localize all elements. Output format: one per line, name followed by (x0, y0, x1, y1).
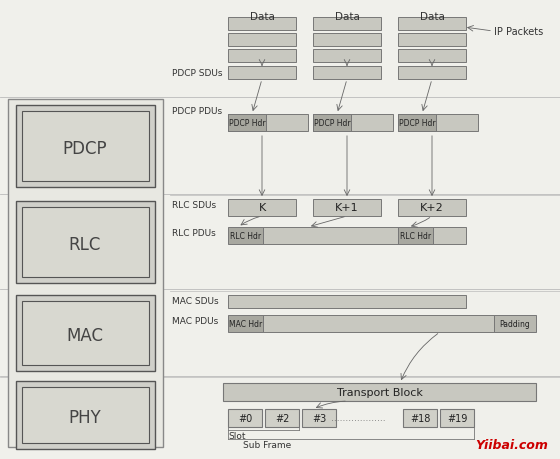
Bar (398, 50, 466, 63)
Text: RLC PDUs: RLC PDUs (172, 229, 216, 238)
Bar (313, 200, 381, 217)
Text: MAC SDUs: MAC SDUs (172, 297, 218, 306)
Bar (223, 383, 536, 401)
Bar (22, 207, 149, 277)
Bar (398, 115, 436, 132)
Bar (403, 409, 437, 427)
Text: K+2: K+2 (420, 203, 444, 213)
Bar (22, 302, 149, 365)
Text: Padding: Padding (500, 319, 530, 328)
Text: Slot: Slot (228, 431, 245, 440)
Text: Data: Data (334, 12, 360, 22)
Bar (398, 67, 466, 80)
Text: #0: #0 (238, 413, 252, 423)
Text: MAC Hdr: MAC Hdr (229, 319, 262, 328)
Text: #19: #19 (447, 413, 467, 423)
Bar (263, 315, 494, 332)
Text: PDCP Hdr: PDCP Hdr (228, 119, 265, 128)
Bar (228, 409, 262, 427)
Text: RLC: RLC (69, 235, 101, 253)
Bar (265, 409, 299, 427)
Text: Yiibai.com: Yiibai.com (475, 438, 548, 451)
Bar (8, 100, 163, 447)
Bar (16, 106, 155, 188)
Bar (398, 18, 466, 31)
Bar (228, 18, 296, 31)
Bar (228, 115, 308, 132)
Text: MAC PDUs: MAC PDUs (172, 317, 218, 326)
Bar (313, 115, 351, 132)
Text: RLC Hdr: RLC Hdr (230, 231, 261, 241)
Text: RLC Hdr: RLC Hdr (400, 231, 431, 241)
Text: #2: #2 (275, 413, 289, 423)
Bar (16, 381, 155, 449)
Bar (22, 387, 149, 443)
Bar (228, 295, 466, 308)
Bar (398, 228, 433, 245)
Bar (228, 67, 296, 80)
Text: Transport Block: Transport Block (337, 387, 422, 397)
Bar (313, 34, 381, 47)
Bar (398, 115, 478, 132)
Text: RLC SDUs: RLC SDUs (172, 201, 216, 210)
Text: K+1: K+1 (335, 203, 359, 213)
Bar (440, 409, 474, 427)
Text: PHY: PHY (69, 408, 101, 426)
Bar (228, 315, 263, 332)
Text: IP Packets: IP Packets (494, 27, 543, 37)
Bar (16, 202, 155, 283)
Text: MAC: MAC (67, 326, 104, 344)
Text: #3: #3 (312, 413, 326, 423)
Text: PDCP: PDCP (63, 140, 108, 157)
Text: Sub Frame: Sub Frame (243, 440, 291, 449)
Bar (228, 50, 296, 63)
Bar (313, 18, 381, 31)
Bar (228, 228, 263, 245)
Bar (22, 112, 149, 182)
Bar (302, 409, 336, 427)
Text: Data: Data (419, 12, 445, 22)
Bar (16, 295, 155, 371)
Bar (228, 200, 296, 217)
Text: Data: Data (250, 12, 274, 22)
Text: PDCP PDUs: PDCP PDUs (172, 106, 222, 115)
Bar (313, 67, 381, 80)
Bar (228, 34, 296, 47)
Bar (313, 50, 381, 63)
Text: ...................: ................... (331, 414, 385, 423)
Bar (433, 228, 466, 245)
Bar (313, 115, 393, 132)
Bar (494, 315, 536, 332)
Bar (398, 200, 466, 217)
Bar (228, 115, 266, 132)
Text: PDCP Hdr: PDCP Hdr (314, 119, 351, 128)
Text: #18: #18 (410, 413, 430, 423)
Text: K: K (258, 203, 265, 213)
Text: PDCP Hdr: PDCP Hdr (399, 119, 435, 128)
Bar (398, 34, 466, 47)
Text: PDCP SDUs: PDCP SDUs (172, 68, 222, 77)
Bar (263, 228, 398, 245)
